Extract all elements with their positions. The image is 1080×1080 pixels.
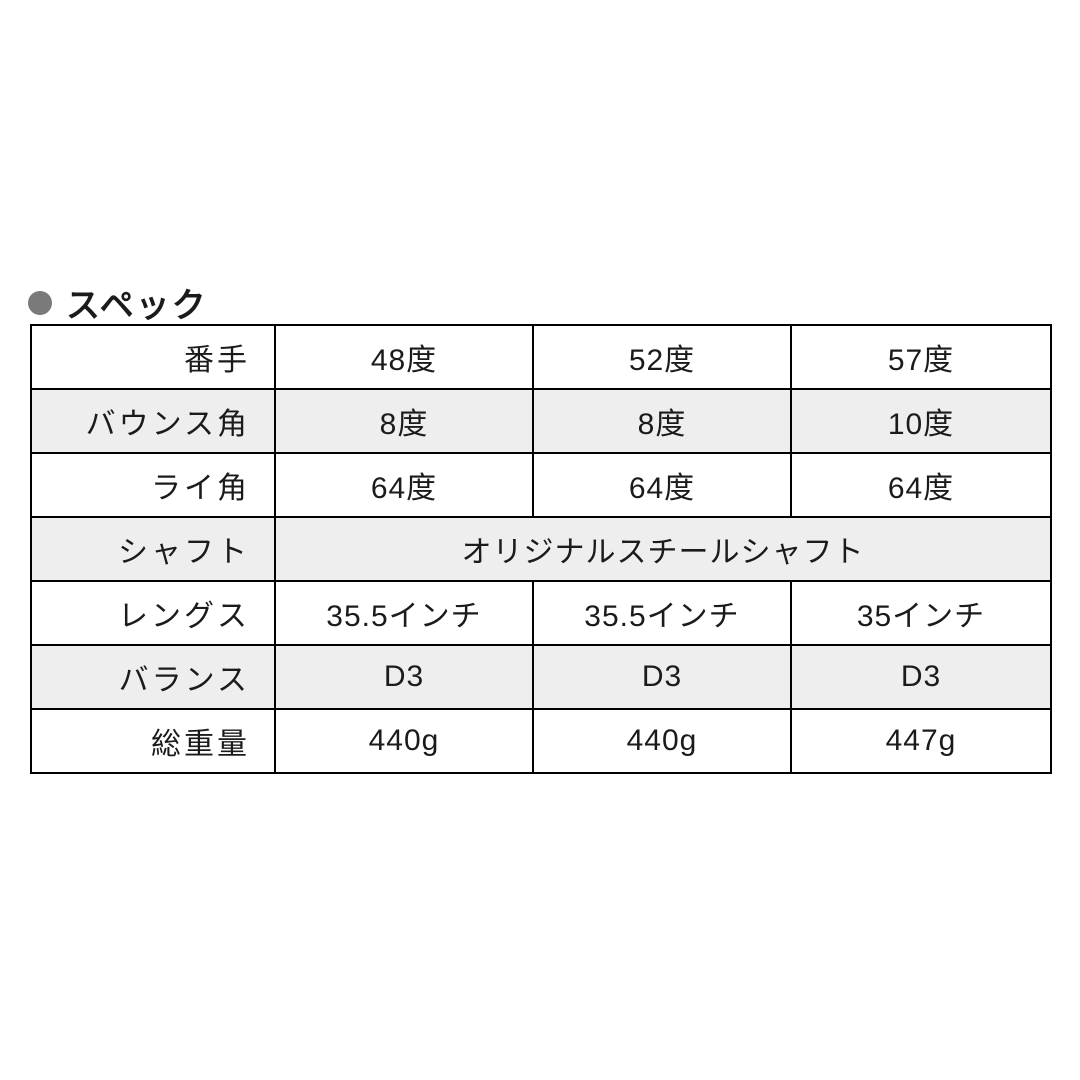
table-cell: 35インチ [791,581,1051,645]
row-label: 総重量 [31,709,275,773]
table-cell: 35.5インチ [275,581,533,645]
table-row: 総重量 440g 440g 447g [31,709,1051,773]
bullet-icon [28,291,52,315]
table-cell: 64度 [533,453,791,517]
table-row: ライ角 64度 64度 64度 [31,453,1051,517]
row-label: シャフト [31,517,275,581]
table-row: レングス 35.5インチ 35.5インチ 35インチ [31,581,1051,645]
table-row: シャフト オリジナルスチールシャフト [31,517,1051,581]
section-heading: スペック [28,278,208,327]
table-cell: 64度 [791,453,1051,517]
table-cell: D3 [275,645,533,709]
spec-sheet: スペック 番手 48度 52度 57度 バウンス角 8度 8度 10度 ライ角 … [0,0,1080,1080]
table-cell: 440g [275,709,533,773]
table-cell: 64度 [275,453,533,517]
row-label: ライ角 [31,453,275,517]
table-cell: 10度 [791,389,1051,453]
table-cell: D3 [533,645,791,709]
table-cell: 447g [791,709,1051,773]
table-row: バウンス角 8度 8度 10度 [31,389,1051,453]
table-cell: 48度 [275,325,533,389]
section-title: スペック [66,278,208,327]
table-cell: 440g [533,709,791,773]
table-row: 番手 48度 52度 57度 [31,325,1051,389]
row-label: レングス [31,581,275,645]
table-row: バランス D3 D3 D3 [31,645,1051,709]
spec-table: 番手 48度 52度 57度 バウンス角 8度 8度 10度 ライ角 64度 6… [30,324,1052,774]
table-cell-merged: オリジナルスチールシャフト [275,517,1051,581]
table-cell: 8度 [533,389,791,453]
table-cell: 35.5インチ [533,581,791,645]
table-cell: 52度 [533,325,791,389]
row-label: バランス [31,645,275,709]
table-cell: 8度 [275,389,533,453]
row-label: バウンス角 [31,389,275,453]
table-cell: 57度 [791,325,1051,389]
row-label: 番手 [31,325,275,389]
table-cell: D3 [791,645,1051,709]
